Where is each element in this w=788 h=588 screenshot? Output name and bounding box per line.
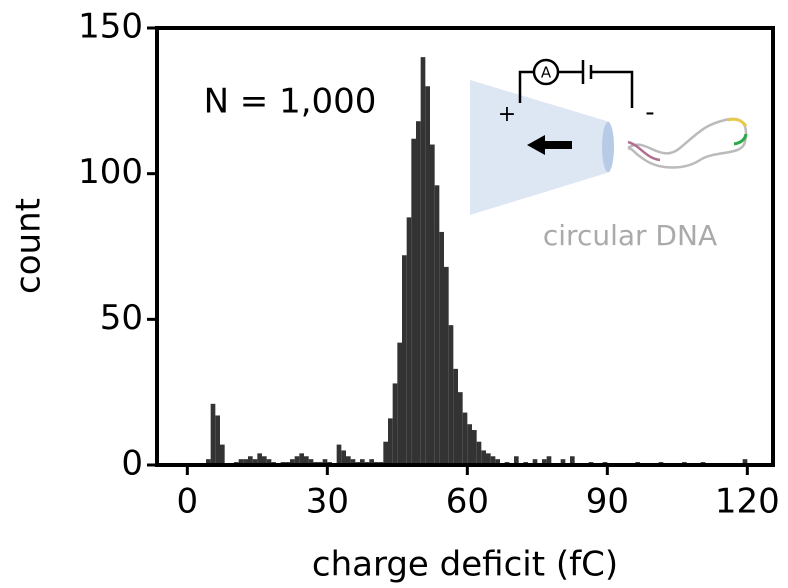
- bar: [341, 450, 346, 465]
- bar: [472, 430, 477, 465]
- ammeter-label: A: [541, 64, 552, 82]
- bar: [215, 415, 220, 465]
- bar: [346, 456, 351, 465]
- dna: [627, 117, 748, 169]
- bar: [360, 459, 365, 465]
- annotation: N = 1,000: [204, 82, 377, 122]
- minus-label: -: [645, 98, 654, 128]
- bar: [243, 459, 248, 465]
- bar: [369, 459, 374, 465]
- dna-tag: [733, 133, 748, 146]
- bar: [439, 231, 444, 465]
- bar: [420, 57, 426, 466]
- bar: [467, 424, 472, 465]
- x-axis-label: charge deficit (fC): [312, 545, 618, 585]
- bar: [266, 459, 272, 465]
- bar: [238, 459, 244, 465]
- bar: [210, 403, 216, 465]
- bar: [416, 121, 421, 465]
- bar: [350, 459, 356, 465]
- bar: [532, 459, 538, 465]
- x-tick-label: 120: [715, 482, 780, 522]
- bar: [388, 418, 393, 465]
- y-tick-label: 150: [78, 7, 143, 47]
- bar: [392, 383, 398, 465]
- bar: [434, 185, 440, 465]
- y-tick-label: 0: [121, 444, 143, 484]
- bar: [514, 456, 519, 465]
- bar: [383, 441, 388, 465]
- wire: [518, 70, 533, 103]
- x-tick-label: 90: [586, 482, 629, 522]
- y-axis-label: count: [9, 198, 49, 294]
- bar: [462, 412, 468, 465]
- bar: [402, 255, 407, 465]
- pore-opening: [602, 122, 614, 172]
- bar: [252, 459, 258, 465]
- bar: [322, 459, 328, 465]
- bar: [336, 444, 342, 465]
- bar: [248, 456, 253, 465]
- inset-label: circular DNA: [543, 219, 717, 252]
- bar: [458, 392, 463, 465]
- bar: [430, 144, 435, 466]
- bar: [262, 456, 267, 465]
- bar: [406, 217, 412, 465]
- x-tick-label: 0: [177, 482, 199, 522]
- bar: [546, 456, 552, 465]
- bar: [294, 456, 300, 465]
- bar: [425, 86, 430, 466]
- bar: [490, 456, 496, 465]
- bar: [299, 453, 304, 465]
- inset: A + - circular DNA: [470, 58, 748, 252]
- bar: [570, 456, 575, 465]
- bar: [304, 456, 309, 465]
- x-tick-label: 60: [446, 482, 489, 522]
- bar: [476, 441, 482, 465]
- wire: [591, 70, 634, 108]
- bar: [448, 325, 454, 465]
- bar: [742, 459, 748, 465]
- y-tick-label: 100: [78, 152, 143, 192]
- bar: [397, 342, 402, 465]
- bar: [206, 459, 211, 465]
- bar: [411, 138, 416, 465]
- y-tick-label: 50: [100, 298, 143, 338]
- bar: [257, 453, 262, 465]
- bar: [453, 368, 458, 465]
- bar: [560, 459, 566, 465]
- bar: [308, 459, 314, 465]
- x-tick-label: 30: [306, 482, 349, 522]
- bar: [290, 459, 295, 465]
- plot-frame: [155, 26, 775, 467]
- plus-label: +: [498, 102, 516, 127]
- dna-tag: [627, 140, 661, 162]
- bar: [220, 444, 225, 465]
- bar: [481, 450, 486, 465]
- dna-tag: [727, 117, 748, 127]
- bar: [486, 453, 491, 465]
- bar: [444, 266, 449, 465]
- bar: [495, 459, 500, 465]
- bar: [542, 459, 547, 465]
- arrow: [527, 135, 572, 155]
